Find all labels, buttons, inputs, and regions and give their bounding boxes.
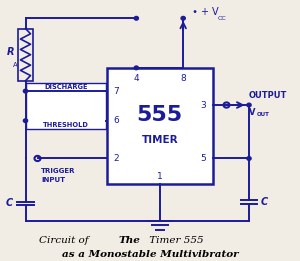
Text: THRESHOLD: THRESHOLD <box>43 122 89 128</box>
Circle shape <box>247 157 251 160</box>
Text: The: The <box>118 236 140 245</box>
Text: INPUT: INPUT <box>41 177 65 183</box>
Text: V: V <box>249 108 256 117</box>
Circle shape <box>134 66 138 70</box>
Bar <box>26 83 106 128</box>
Text: OUTPUT: OUTPUT <box>249 91 287 100</box>
Text: C: C <box>261 197 268 207</box>
Text: Circuit of: Circuit of <box>39 236 92 245</box>
Text: DISCHARGE: DISCHARGE <box>44 84 88 90</box>
Bar <box>18 29 33 81</box>
Text: Timer 555: Timer 555 <box>146 236 204 245</box>
Text: 6: 6 <box>113 116 119 125</box>
Bar <box>106 68 213 184</box>
Text: 8: 8 <box>180 74 186 82</box>
Text: 5: 5 <box>201 154 206 163</box>
Circle shape <box>181 16 185 20</box>
Text: TIMER: TIMER <box>141 135 178 145</box>
Text: $\bullet$ $+$ V: $\bullet$ $+$ V <box>191 5 220 17</box>
Text: TRIGGER: TRIGGER <box>41 168 76 174</box>
Text: A: A <box>13 62 18 68</box>
Circle shape <box>23 119 28 122</box>
Text: as a Monostable Multivibrator: as a Monostable Multivibrator <box>62 250 238 259</box>
Text: 7: 7 <box>113 87 119 96</box>
Text: 1: 1 <box>157 171 163 181</box>
Text: 3: 3 <box>201 100 206 110</box>
Text: OUT: OUT <box>256 111 269 117</box>
Text: C: C <box>6 198 13 208</box>
Text: R: R <box>7 47 15 57</box>
Text: 555: 555 <box>137 105 183 126</box>
Text: 4: 4 <box>134 74 139 82</box>
Text: CC: CC <box>218 16 226 21</box>
Circle shape <box>23 89 28 93</box>
Circle shape <box>247 103 251 107</box>
Text: 2: 2 <box>113 154 119 163</box>
Circle shape <box>134 16 138 20</box>
